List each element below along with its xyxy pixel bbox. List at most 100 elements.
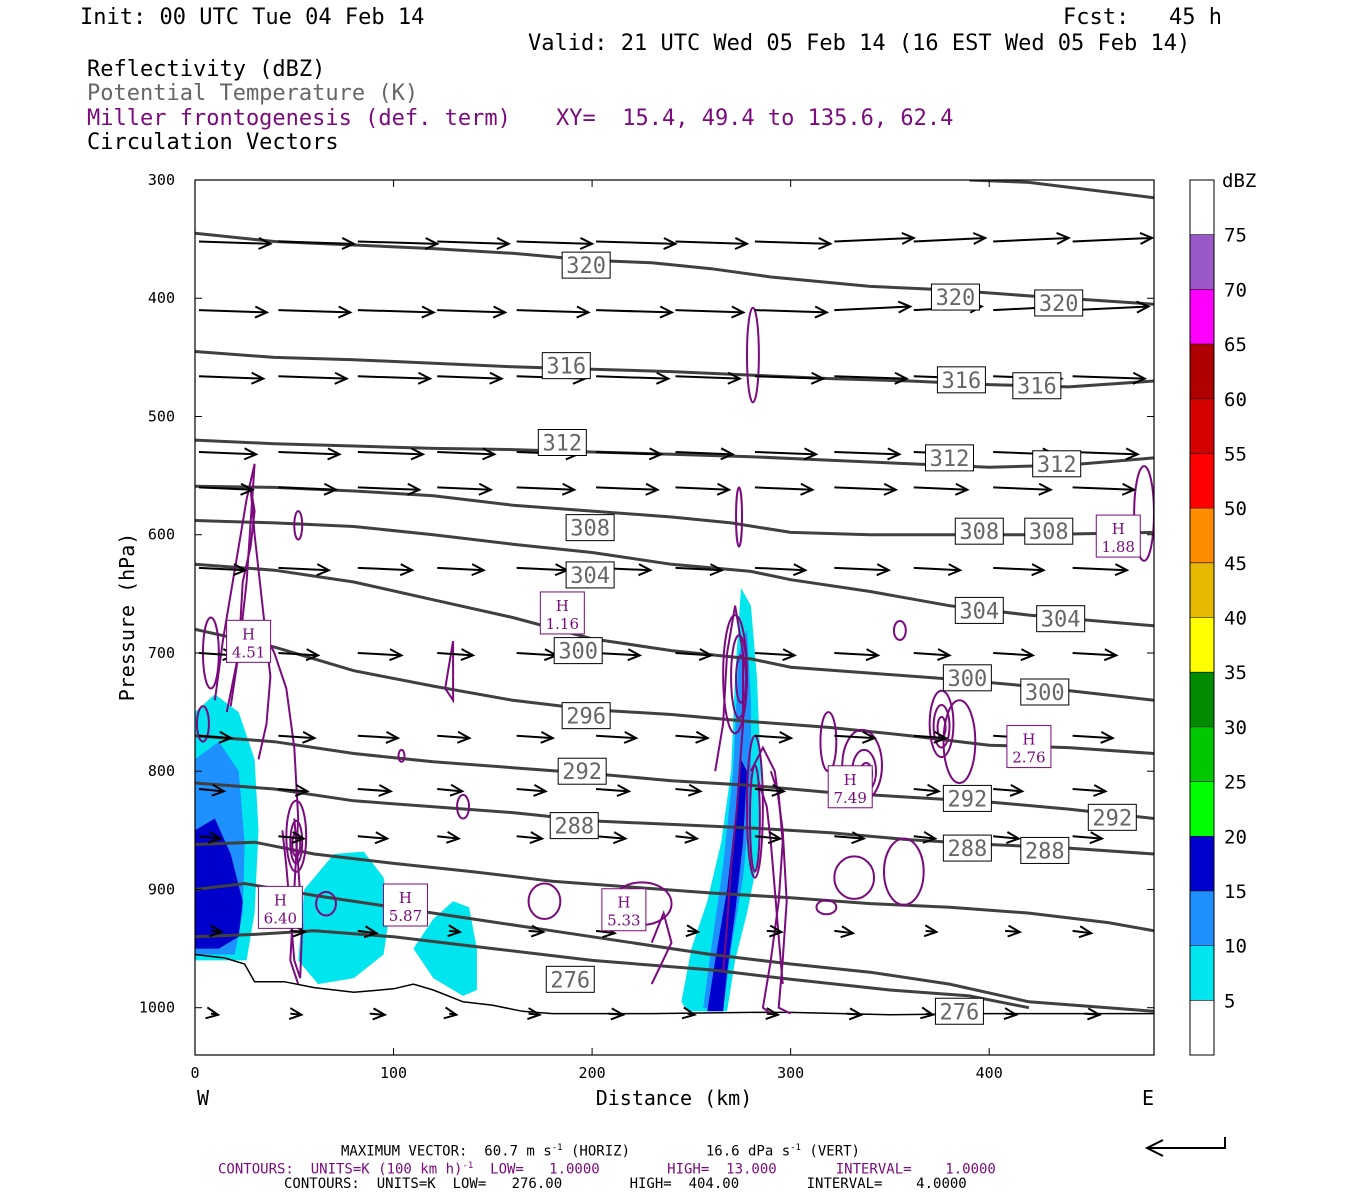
- vector-head: [327, 447, 342, 461]
- circulation-vector: [993, 566, 1044, 572]
- vector-head: [656, 371, 671, 385]
- field-frontogenesis: Miller frontogenesis (def. term): [87, 106, 511, 131]
- colorbar-segment: [1190, 836, 1214, 891]
- circulation-vector: [1072, 486, 1135, 491]
- circulation-vector: [846, 1012, 862, 1016]
- vector-head: [1020, 648, 1036, 662]
- fronto-contour: [932, 704, 951, 749]
- y-tick-label: 300: [148, 171, 175, 189]
- vector-head: [782, 648, 797, 662]
- fronto-max-value: 2.76: [1012, 749, 1045, 767]
- vector-head: [687, 783, 703, 797]
- theta-contour: [195, 438, 1154, 469]
- circulation-vector: [675, 309, 744, 314]
- circulation-vector: [278, 835, 304, 840]
- circulation-vector: [754, 240, 831, 245]
- circulation-vector: [1072, 651, 1117, 657]
- vector-head: [527, 1007, 543, 1021]
- circulation-vector: [993, 835, 1019, 840]
- vector-head: [460, 648, 476, 662]
- vector-head: [972, 232, 988, 245]
- fronto-max-box: [382, 883, 428, 927]
- fronto-max-letter: H: [1112, 520, 1125, 538]
- field-theta: Potential Temperature (K): [87, 81, 419, 106]
- theta-label: 312: [1037, 453, 1077, 478]
- circulation-vector: [596, 486, 658, 491]
- x-tick-label: 0: [190, 1064, 199, 1082]
- vector-head: [920, 1006, 936, 1020]
- vector-head: [443, 1006, 459, 1020]
- circulation-vector: [675, 486, 730, 491]
- colorbar-label: 70: [1224, 279, 1247, 301]
- colorbar-segment: [1190, 562, 1214, 618]
- colorbar-segment: [1190, 726, 1214, 782]
- theta-label-box: [942, 834, 992, 862]
- circulation-vector: [993, 236, 1069, 243]
- vector-head: [1007, 924, 1023, 938]
- circulation-vector: [675, 787, 701, 793]
- vector-head: [848, 1007, 864, 1021]
- vector-head: [792, 563, 808, 577]
- vector-head: [720, 447, 736, 461]
- fronto-max-value: 1.16: [546, 615, 579, 633]
- circulation-vector: [913, 486, 968, 491]
- vector-head: [294, 783, 310, 797]
- circulation-vector: [357, 787, 391, 793]
- y-tick-label: 900: [148, 880, 175, 898]
- fronto-contour: [195, 705, 210, 743]
- init-time: Init: 00 UTC Tue 04 Feb 14: [80, 5, 425, 30]
- fronto-max-letter: H: [617, 894, 630, 912]
- vector-head: [1078, 925, 1094, 939]
- vector-head: [233, 563, 248, 577]
- circulation-vector: [1072, 787, 1106, 793]
- theta-label: 304: [570, 564, 610, 589]
- circulation-vector: [913, 787, 939, 793]
- theta-contour: [969, 180, 1154, 200]
- circulation-vector: [437, 240, 509, 245]
- theta-label-box: [565, 514, 615, 542]
- vector-head: [250, 371, 266, 385]
- fronto-contour: [650, 909, 673, 985]
- circulation-vector: [437, 450, 495, 456]
- fronto-contour-info: CONTOURS: UNITS=K (100 km h)-1 LOW= 1.00…: [218, 1161, 996, 1178]
- fronto-max-box: [827, 765, 873, 809]
- fronto-max-box: [226, 619, 272, 663]
- vector-head: [205, 1006, 221, 1020]
- theta-label: 308: [1029, 520, 1069, 545]
- fronto-max-letter: H: [844, 771, 857, 789]
- circulation-vector: [595, 929, 615, 935]
- circulation-vector: [357, 929, 377, 935]
- colorbar-label: 15: [1224, 881, 1247, 903]
- vector-head: [482, 447, 497, 461]
- theta-label-box: [1012, 372, 1062, 400]
- circulation-vector: [198, 375, 264, 380]
- vector-head: [399, 563, 415, 577]
- circulation-vector: [834, 734, 875, 740]
- theta-label: 316: [1017, 375, 1057, 400]
- theta-label: 316: [546, 355, 586, 380]
- theta-label: 276: [940, 1000, 980, 1025]
- reflectivity-region: [703, 629, 751, 1012]
- vector-head: [818, 237, 833, 250]
- circulation-vector: [278, 787, 308, 793]
- cross-section-endpoints: XY= 15.4, 49.4 to 135.6, 62.4: [556, 106, 954, 131]
- circulation-vector: [437, 375, 502, 380]
- theta-label-box: [549, 812, 599, 840]
- theta-label: 296: [566, 705, 606, 730]
- vector-head: [1100, 731, 1116, 744]
- vector-head: [291, 831, 307, 844]
- vector-head: [947, 563, 963, 577]
- vector-head: [305, 648, 321, 662]
- circulation-vector: [913, 236, 986, 243]
- vector-head: [576, 305, 591, 319]
- circulation-vector: [1072, 375, 1145, 380]
- vector-head: [385, 731, 401, 744]
- circulation-vector: [437, 486, 491, 491]
- vector-head: [389, 648, 404, 662]
- vector-head: [731, 305, 746, 319]
- y-tick-label: 800: [148, 762, 175, 780]
- circulation-vector: [516, 651, 557, 657]
- vector-head: [1136, 300, 1151, 314]
- west-label: W: [197, 1086, 210, 1110]
- fronto-contour: [819, 711, 838, 773]
